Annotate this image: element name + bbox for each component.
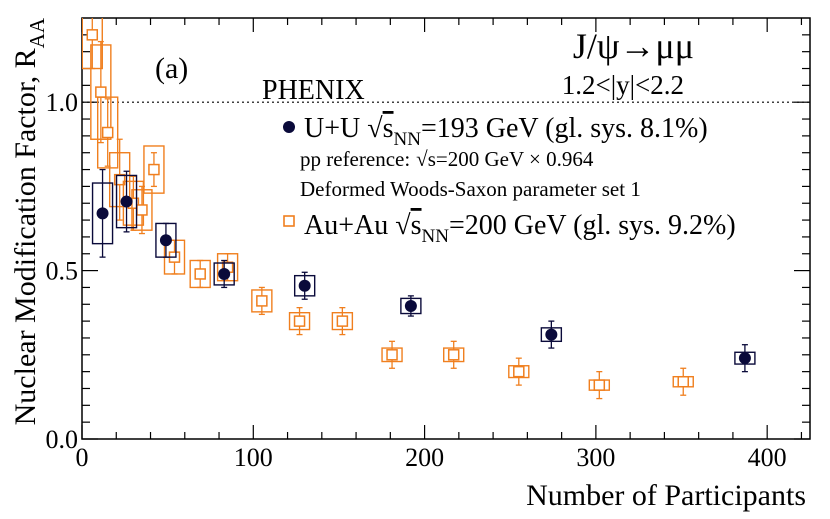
legend-uu-label: U+U √sNN=193 GeV (gl. sys. 8.1%) xyxy=(304,113,708,150)
auau-point xyxy=(194,268,206,280)
y-tick-label: 0.0 xyxy=(46,425,79,454)
x-tick-label: 100 xyxy=(234,443,273,472)
auau-sys-box xyxy=(96,96,119,169)
auau-sys-box xyxy=(143,145,165,194)
x-tick-label: 200 xyxy=(405,443,444,472)
auau-point xyxy=(136,204,148,216)
auau-point xyxy=(148,163,160,176)
rapidity-label: 1.2<|y|<2.2 xyxy=(562,70,684,100)
legend-pp-reference: pp reference: √s=200 GeV × 0.964 xyxy=(300,147,594,171)
chart-title: J/ψ→μμ xyxy=(573,26,694,66)
experiment-label: PHENIX xyxy=(262,75,365,106)
y-tick-label: 1.0 xyxy=(46,88,79,117)
auau-point xyxy=(113,173,126,186)
x-tick-label: 400 xyxy=(748,443,787,472)
auau-point xyxy=(593,379,606,391)
uu-point xyxy=(120,195,133,208)
uu-point xyxy=(298,279,311,292)
auau-point xyxy=(677,375,689,388)
auau-point xyxy=(447,349,460,361)
legend-woods-saxon: Deformed Woods-Saxon parameter set 1 xyxy=(300,177,641,201)
auau-point xyxy=(513,365,525,378)
uu-point xyxy=(218,267,231,280)
auau-point xyxy=(386,349,398,361)
legend-auau-label: Au+Au √sNN=200 GeV (gl. sys. 9.2%) xyxy=(304,210,736,247)
data-points xyxy=(82,18,756,400)
auau-point xyxy=(86,29,99,41)
auau-point xyxy=(336,315,349,327)
auau-point xyxy=(95,86,107,98)
auau-point xyxy=(293,315,306,327)
auau-point xyxy=(101,126,114,139)
x-tick-label: 0 xyxy=(76,443,89,472)
uu-point xyxy=(404,299,417,312)
auau-point xyxy=(256,295,268,307)
panel-label: (a) xyxy=(155,52,188,85)
uu-point xyxy=(159,234,172,247)
uu-point xyxy=(545,328,558,341)
x-tick-label: 300 xyxy=(576,443,615,472)
legend-uu-marker xyxy=(283,121,295,133)
axis-ticks: 0 100 200 300 400 0.0 0.5 1.0 xyxy=(46,18,810,472)
uu-point xyxy=(738,352,751,365)
y-tick-label: 0.5 xyxy=(46,257,79,286)
plot-frame xyxy=(81,17,811,440)
y-axis-title: Nuclear Modification Factor, RAA xyxy=(9,17,49,425)
x-axis-title: Number of Participants xyxy=(526,479,806,512)
uu-point xyxy=(96,207,109,220)
legend-auau-marker xyxy=(283,215,295,227)
data-layer xyxy=(82,18,756,400)
